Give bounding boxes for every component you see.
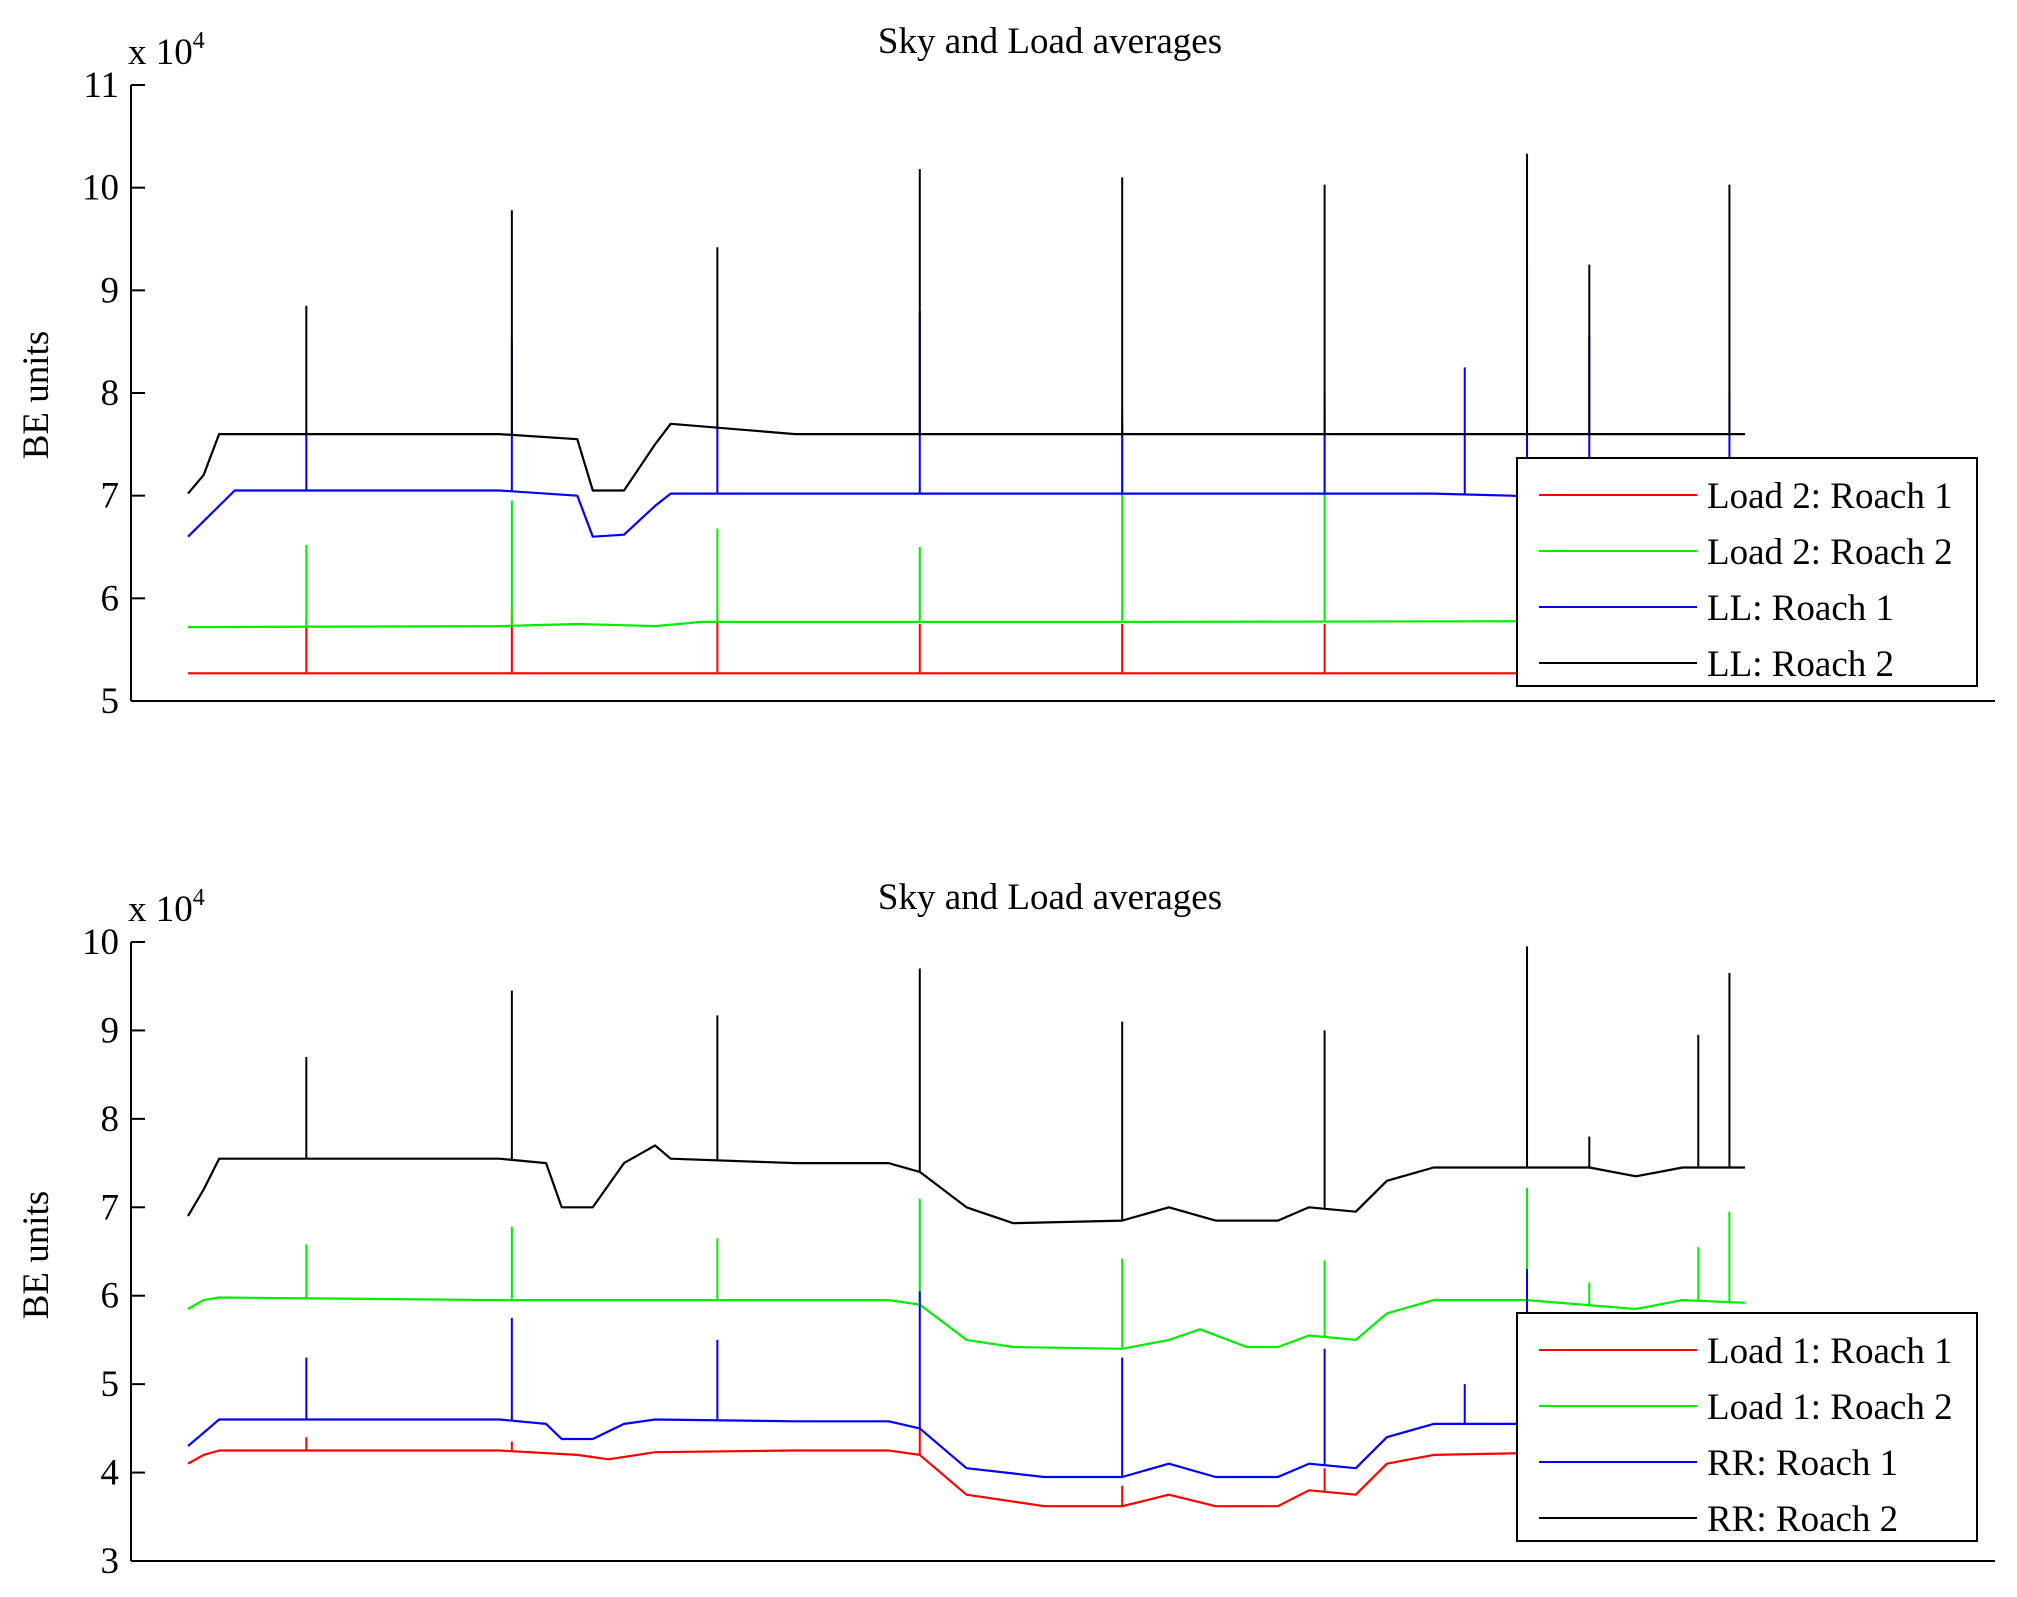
y-tick-label: 6 (101, 578, 120, 619)
y-tick-label: 10 (82, 922, 119, 963)
y-multiplier-base: x 10 (128, 889, 193, 930)
y-multiplier-exponent: 4 (193, 28, 205, 54)
y-tick-label: 9 (101, 270, 120, 311)
series-line (187, 1418, 1746, 1479)
y-tick-label: 8 (101, 1099, 120, 1140)
series-group (187, 946, 1746, 1508)
y-tick-label: 5 (101, 1364, 120, 1405)
chart-panel-bottom: Sky and Load averages BE units x 104 345… (16, 877, 1995, 1582)
y-tick-label: 8 (101, 373, 120, 414)
series-group (187, 153, 1746, 682)
legend-label: RR: Roach 1 (1707, 1443, 1898, 1484)
y-tick-label: 9 (101, 1010, 120, 1051)
y-tick-label: 3 (101, 1541, 120, 1582)
y-tick-label: 4 (101, 1453, 120, 1494)
chart-title: Sky and Load averages (878, 877, 1222, 918)
legend-label: Load 1: Roach 1 (1707, 1331, 1953, 1372)
series-line (187, 422, 1745, 495)
chart-panel-top: Sky and Load averages BE units x 104 5 6 7… (16, 21, 1995, 722)
y-tick-label: 5 (101, 681, 120, 722)
y-multiplier: x 104 (128, 885, 205, 930)
y-axis-ticks: 3 4 5 6 7 8 9 10 (82, 922, 145, 1582)
legend-label: Load 2: Roach 1 (1707, 476, 1953, 517)
y-axis-label: BE units (16, 331, 57, 460)
series-line (188, 672, 1745, 682)
y-axis-ticks: 5 6 7 8 9 10 11 (82, 65, 145, 722)
legend: Load 2: Roach 1 Load 2: Roach 2 LL: Roach … (1516, 457, 1978, 687)
series-line (187, 1296, 1746, 1350)
y-tick-label: 11 (83, 65, 119, 106)
legend-label: RR: Roach 2 (1707, 1499, 1898, 1540)
legend: Load 1: Roach 1 Load 1: Roach 2 RR: Roach … (1516, 1312, 1978, 1542)
series-line (187, 489, 1746, 538)
y-multiplier-exponent: 4 (193, 885, 205, 911)
legend-label: Load 2: Roach 2 (1707, 532, 1953, 573)
y-tick-label: 10 (82, 168, 119, 209)
y-tick-label: 7 (101, 1187, 120, 1228)
chart-title: Sky and Load averages (878, 21, 1222, 62)
y-axis-label: BE units (16, 1191, 57, 1320)
legend-label: Load 1: Roach 2 (1707, 1387, 1953, 1428)
series-line (187, 1144, 1745, 1225)
series-line (187, 619, 1746, 629)
legend-label: LL: Roach 2 (1707, 644, 1894, 685)
y-tick-label: 6 (101, 1276, 120, 1317)
y-multiplier-base: x 10 (128, 32, 193, 73)
y-tick-label: 7 (101, 476, 120, 517)
legend-label: LL: Roach 1 (1707, 588, 1894, 629)
y-multiplier: x 104 (128, 28, 205, 73)
series-line (187, 1449, 1746, 1508)
